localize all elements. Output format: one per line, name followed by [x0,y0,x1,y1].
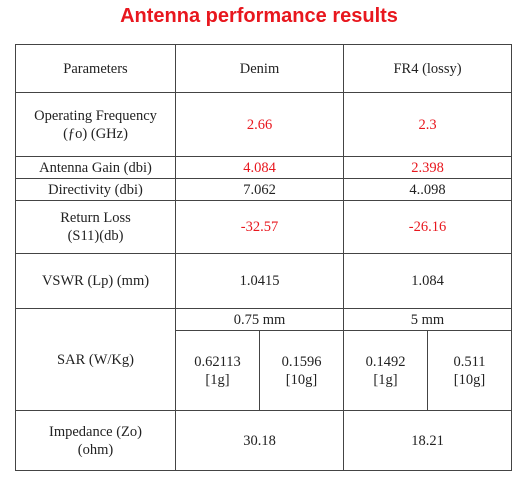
header-row: Parameters Denim FR4 (lossy) [15,44,512,93]
denim-sar-1g-value: 0.62113 [194,353,241,370]
denim-vswr: 1.0415 [175,253,344,309]
row-gain: Antenna Gain (dbi) 4.084 2.398 [15,156,512,179]
denim-sar-10g-unit: [10g] [285,371,318,388]
param-directivity: Directivity (dbi) [15,178,176,201]
fr4-sar-thickness: 5 mm [343,308,512,331]
param-return-loss: Return Loss (S11)(db) [15,200,176,254]
param-vswr: VSWR (Lp) (mm) [15,253,176,309]
row-return-loss: Return Loss (S11)(db) -32.57 -26.16 [15,200,512,254]
denim-frequency: 2.66 [175,92,344,157]
fr4-gain: 2.398 [343,156,512,179]
results-table: Parameters Denim FR4 (lossy) Operating F… [15,44,512,471]
param-impedance: Impedance (Zo) (ohm) [15,410,176,471]
param-frequency-line1: Operating Frequency [34,107,157,124]
fr4-return-loss: -26.16 [343,200,512,254]
denim-sar-10g-value: 0.1596 [281,353,322,370]
param-frequency-line2: (ƒo) (GHz) [63,125,128,142]
param-impedance-line1: Impedance (Zo) [49,423,142,440]
denim-sar-1g-unit: [1g] [205,371,230,388]
fr4-frequency: 2.3 [343,92,512,157]
param-return-loss-line1: Return Loss [60,210,131,226]
fr4-vswr: 1.084 [343,253,512,309]
fr4-sar-10g-value: 0.511 [453,353,486,370]
param-sar: SAR (W/Kg) [15,308,176,411]
row-frequency: Operating Frequency (ƒo) (GHz) 2.66 2.3 [15,92,512,157]
fr4-impedance: 18.21 [343,410,512,471]
row-sar-thickness: SAR (W/Kg) 0.75 mm 5 mm [15,308,512,411]
fr4-sar-10g-unit: [10g] [453,371,486,388]
fr4-sar-10g: 0.511 [10g] [427,330,512,411]
denim-gain: 4.084 [175,156,344,179]
fr4-sar-1g: 0.1492 [1g] [343,330,428,411]
param-frequency: Operating Frequency (ƒo) (GHz) [15,92,176,157]
fr4-directivity: 4..098 [343,178,512,201]
fr4-sar-1g-value: 0.1492 [365,353,406,370]
denim-impedance: 30.18 [175,410,344,471]
param-return-loss-line2: (S11)(db) [67,228,124,244]
header-parameters: Parameters [15,44,176,93]
fr4-sar-1g-unit: [1g] [373,371,398,388]
row-directivity: Directivity (dbi) 7.062 4..098 [15,178,512,201]
row-vswr: VSWR (Lp) (mm) 1.0415 1.084 [15,253,512,309]
denim-sar-1g: 0.62113 [1g] [175,330,260,411]
row-sar-values: 0.62113 [1g] 0.1596 [10g] 0.1492 [1g] 0.… [16,330,512,411]
param-gain: Antenna Gain (dbi) [15,156,176,179]
header-fr4: FR4 (lossy) [343,44,512,93]
page-title: Antenna performance results [120,5,398,27]
row-impedance: Impedance (Zo) (ohm) 30.18 18.21 [15,410,512,471]
denim-sar-thickness: 0.75 mm [175,308,344,331]
header-denim: Denim [175,44,344,93]
denim-return-loss: -32.57 [175,200,344,254]
denim-sar-10g: 0.1596 [10g] [259,330,344,411]
param-impedance-line2: (ohm) [77,441,114,458]
denim-directivity: 7.062 [175,178,344,201]
